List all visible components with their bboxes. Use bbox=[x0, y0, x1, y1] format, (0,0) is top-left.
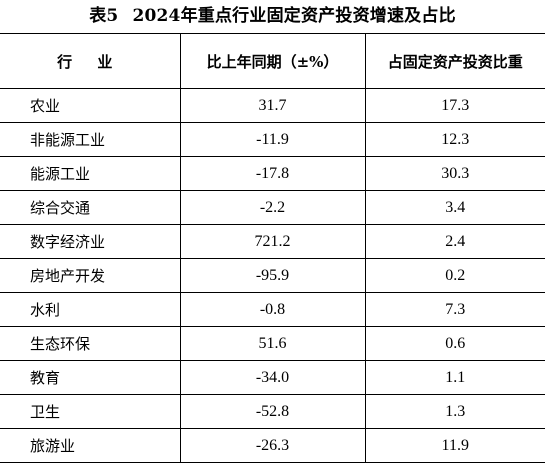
table-title-text: 2024年重点行业固定资产投资增速及占比 bbox=[132, 6, 456, 26]
investment-share-value: 12.3 bbox=[364, 122, 545, 157]
industry-name: 生态环保 bbox=[0, 326, 180, 361]
table-row: 数字经济业 721.2 2.4 bbox=[0, 224, 545, 259]
yoy-change-value: -26.3 bbox=[179, 428, 365, 463]
table-row: 农业 31.7 17.3 bbox=[0, 88, 545, 123]
investment-share-value: 30.3 bbox=[364, 156, 545, 191]
table-row: 房地产开发 -95.9 0.2 bbox=[0, 258, 545, 293]
yoy-change-value: -17.8 bbox=[179, 156, 365, 191]
table-title: 表5 2024年重点行业固定资产投资增速及占比 bbox=[0, 0, 545, 33]
investment-share-value: 17.3 bbox=[364, 88, 545, 123]
table-body: 农业 31.7 17.3 非能源工业 -11.9 12.3 能源工业 -17.8… bbox=[0, 88, 545, 463]
investment-share-value: 0.2 bbox=[364, 258, 545, 293]
industry-name: 农业 bbox=[0, 88, 180, 123]
investment-share-value: 7.3 bbox=[364, 292, 545, 327]
yoy-change-value: -0.8 bbox=[179, 292, 365, 327]
investment-share-value: 3.4 bbox=[364, 190, 545, 225]
investment-share-value: 1.3 bbox=[364, 394, 545, 429]
industry-name: 房地产开发 bbox=[0, 258, 180, 293]
industry-name: 数字经济业 bbox=[0, 224, 180, 259]
industry-name: 卫生 bbox=[0, 394, 180, 429]
industry-name: 能源工业 bbox=[0, 156, 180, 191]
yoy-change-value: -95.9 bbox=[179, 258, 365, 293]
investment-share-value: 11.9 bbox=[364, 428, 545, 463]
table-row: 综合交通 -2.2 3.4 bbox=[0, 190, 545, 225]
table-row: 水利 -0.8 7.3 bbox=[0, 292, 545, 327]
yoy-change-value: -34.0 bbox=[179, 360, 365, 395]
investment-share-value: 0.6 bbox=[364, 326, 545, 361]
table-row: 生态环保 51.6 0.6 bbox=[0, 326, 545, 361]
investment-share-value: 2.4 bbox=[364, 224, 545, 259]
table-row: 能源工业 -17.8 30.3 bbox=[0, 156, 545, 191]
table-row: 卫生 -52.8 1.3 bbox=[0, 394, 545, 429]
industry-name: 非能源工业 bbox=[0, 122, 180, 157]
yoy-change-value: -11.9 bbox=[179, 122, 365, 157]
yoy-change-value: 51.6 bbox=[179, 326, 365, 361]
yoy-change-value: -2.2 bbox=[179, 190, 365, 225]
table-row: 教育 -34.0 1.1 bbox=[0, 360, 545, 395]
industry-name: 旅游业 bbox=[0, 428, 180, 463]
yoy-change-value: 721.2 bbox=[179, 224, 365, 259]
investment-table: 行 业 比上年同期（±%） 占固定资产投资比重 农业 31.7 17.3 非能源… bbox=[0, 33, 545, 463]
investment-share-value: 1.1 bbox=[364, 360, 545, 395]
industry-name: 水利 bbox=[0, 292, 180, 327]
header-investment-share: 占固定资产投资比重 bbox=[364, 33, 545, 89]
table-row: 非能源工业 -11.9 12.3 bbox=[0, 122, 545, 157]
yoy-change-value: 31.7 bbox=[179, 88, 365, 123]
table-row: 旅游业 -26.3 11.9 bbox=[0, 428, 545, 463]
header-industry: 行 业 bbox=[0, 33, 180, 89]
header-yoy-change: 比上年同期（±%） bbox=[179, 33, 365, 89]
industry-name: 综合交通 bbox=[0, 190, 180, 225]
yoy-change-value: -52.8 bbox=[179, 394, 365, 429]
table-number: 表5 bbox=[89, 6, 119, 26]
table-header-row: 行 业 比上年同期（±%） 占固定资产投资比重 bbox=[0, 33, 545, 89]
industry-name: 教育 bbox=[0, 360, 180, 395]
